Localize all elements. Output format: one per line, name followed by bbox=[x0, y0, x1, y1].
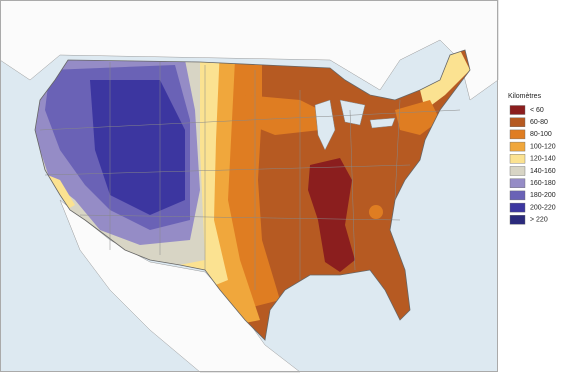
legend-label: 60-80 bbox=[530, 119, 548, 126]
zone bbox=[369, 205, 383, 219]
legend-label: > 220 bbox=[530, 217, 548, 224]
us-outline bbox=[34, 49, 471, 341]
legend-swatch bbox=[509, 178, 526, 188]
great-lakes bbox=[314, 99, 396, 151]
legend-swatch bbox=[509, 190, 526, 201]
legend-label: 120-140 bbox=[530, 156, 556, 163]
map-frame bbox=[0, 0, 498, 372]
legend-label: 80-100 bbox=[530, 131, 552, 138]
legend-label: 200-220 bbox=[530, 204, 556, 211]
legend-swatch bbox=[509, 202, 526, 213]
legend-swatch bbox=[509, 215, 526, 225]
state-borders bbox=[39, 62, 461, 290]
legend: Kilomètres < 60 60-80 80-100 100-120 120-140… bbox=[508, 93, 556, 225]
zone bbox=[245, 95, 330, 135]
legend-label: 140-160 bbox=[530, 168, 556, 175]
legend-label: < 60 bbox=[530, 107, 544, 114]
zone bbox=[90, 80, 185, 215]
legend-swatch bbox=[509, 166, 526, 176]
legend-swatch bbox=[509, 105, 526, 115]
legend-swatch bbox=[509, 141, 526, 152]
legend-swatch bbox=[509, 154, 526, 164]
legend-swatch bbox=[509, 129, 526, 140]
legend-label: 100-120 bbox=[530, 143, 556, 150]
zone bbox=[308, 158, 355, 272]
legend-label: 160-180 bbox=[530, 180, 556, 187]
zone bbox=[395, 100, 440, 135]
legend-label: 180-200 bbox=[530, 192, 556, 199]
legend-title: Kilomètres bbox=[508, 93, 542, 100]
mexico bbox=[59, 199, 301, 373]
legend-swatch bbox=[509, 117, 526, 127]
